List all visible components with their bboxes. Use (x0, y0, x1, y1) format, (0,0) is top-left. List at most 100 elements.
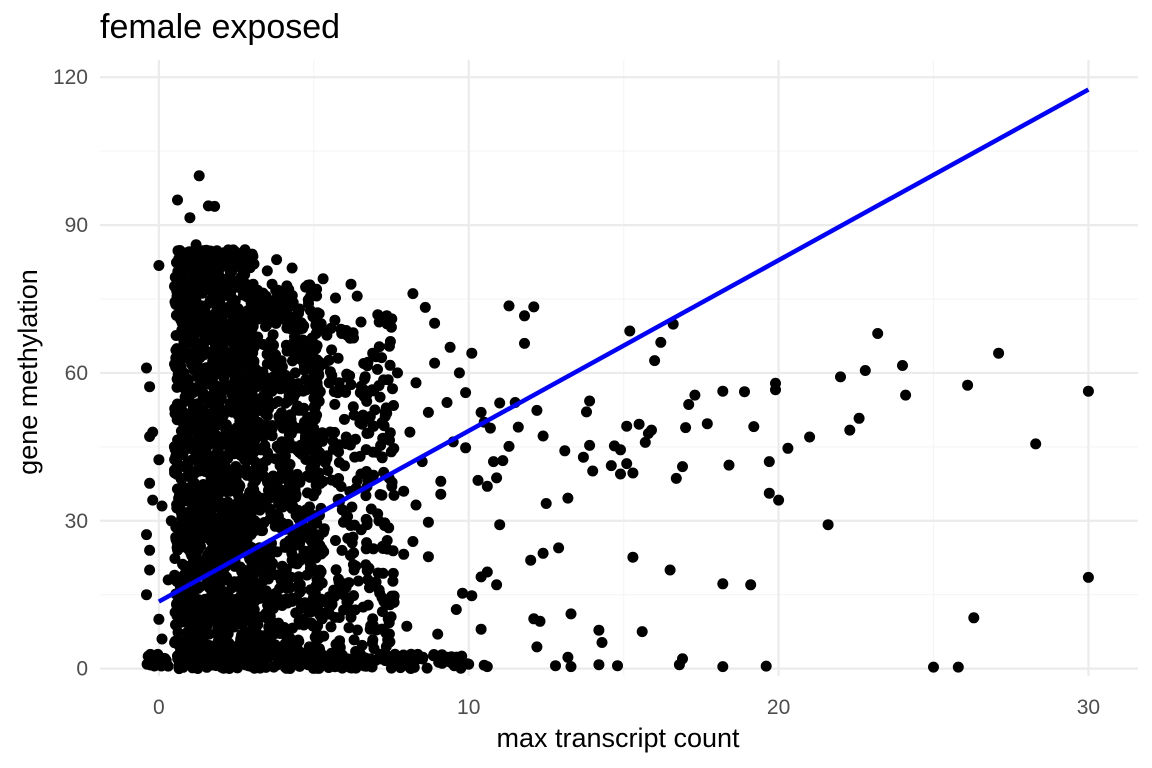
data-point (351, 290, 363, 302)
data-point (242, 417, 254, 429)
data-point (717, 578, 729, 590)
data-point (968, 612, 980, 624)
data-point (330, 535, 341, 546)
data-point (346, 662, 357, 674)
data-point (401, 620, 413, 632)
data-point (348, 634, 360, 646)
data-point (624, 325, 636, 337)
data-point (267, 300, 279, 312)
data-point (180, 316, 192, 328)
data-point (844, 424, 856, 436)
data-point (456, 650, 468, 662)
data-point (246, 397, 258, 409)
y-tick-label: 120 (53, 66, 88, 89)
data-point (197, 635, 209, 647)
data-point (382, 634, 394, 646)
data-point (172, 604, 183, 615)
data-point (481, 566, 493, 578)
data-point (237, 594, 248, 606)
data-point (245, 388, 257, 400)
data-point (384, 653, 395, 665)
data-point (1082, 385, 1094, 397)
data-point (388, 400, 399, 411)
data-point (241, 434, 253, 446)
data-point (276, 517, 288, 529)
data-point (376, 417, 388, 429)
data-point (398, 485, 410, 497)
data-point (147, 426, 159, 438)
data-point (460, 387, 472, 399)
data-point (182, 601, 194, 613)
data-point (182, 591, 194, 603)
data-point (285, 413, 297, 425)
data-point (435, 488, 447, 500)
data-point (256, 611, 268, 623)
data-point (196, 377, 208, 389)
data-point (237, 263, 248, 275)
data-point (897, 360, 908, 371)
data-point (226, 600, 238, 611)
data-point (338, 413, 350, 425)
data-point (267, 470, 279, 482)
data-point (153, 260, 165, 271)
data-point (336, 544, 348, 556)
data-point (952, 661, 964, 673)
data-point (345, 278, 357, 290)
data-point (336, 328, 348, 339)
data-point (240, 466, 252, 478)
data-point (261, 397, 273, 408)
data-point (234, 637, 246, 648)
data-point (289, 367, 301, 379)
data-point (361, 466, 372, 477)
data-point (304, 279, 316, 291)
data-point (528, 613, 540, 625)
data-point (221, 346, 233, 358)
data-point (405, 663, 417, 674)
data-point (330, 292, 341, 304)
data-point (962, 379, 974, 391)
data-point (677, 461, 688, 473)
data-point (277, 444, 289, 456)
data-point (233, 333, 245, 345)
data-point (478, 659, 490, 671)
data-point (407, 651, 419, 663)
data-point (288, 336, 300, 347)
data-point (238, 452, 250, 464)
data-point (329, 398, 341, 410)
data-point (234, 480, 246, 492)
data-point (305, 584, 317, 596)
data-point (258, 471, 270, 483)
data-point (345, 520, 357, 531)
y-tick-label: 30 (65, 510, 88, 533)
data-point (701, 418, 713, 430)
data-point (153, 454, 165, 466)
data-point (308, 392, 320, 404)
data-point (293, 615, 305, 627)
data-point (373, 515, 385, 527)
data-point (348, 590, 360, 602)
data-point (435, 475, 447, 487)
data-point (194, 403, 206, 415)
data-point (386, 590, 398, 602)
data-point (689, 389, 701, 401)
data-point (203, 334, 215, 346)
data-point (333, 573, 344, 585)
data-point (612, 660, 623, 672)
data-point (503, 440, 515, 452)
data-point (186, 436, 198, 448)
data-point (739, 386, 750, 398)
data-point (213, 592, 225, 604)
data-point (259, 380, 271, 392)
data-point (184, 212, 196, 224)
data-point (162, 660, 174, 672)
data-point (519, 337, 530, 349)
data-point (276, 560, 288, 572)
data-point (358, 358, 370, 369)
data-point (261, 358, 273, 370)
data-point (664, 564, 676, 576)
data-point (228, 448, 240, 460)
data-point (329, 649, 341, 661)
data-point (345, 611, 357, 623)
data-point (283, 310, 294, 321)
